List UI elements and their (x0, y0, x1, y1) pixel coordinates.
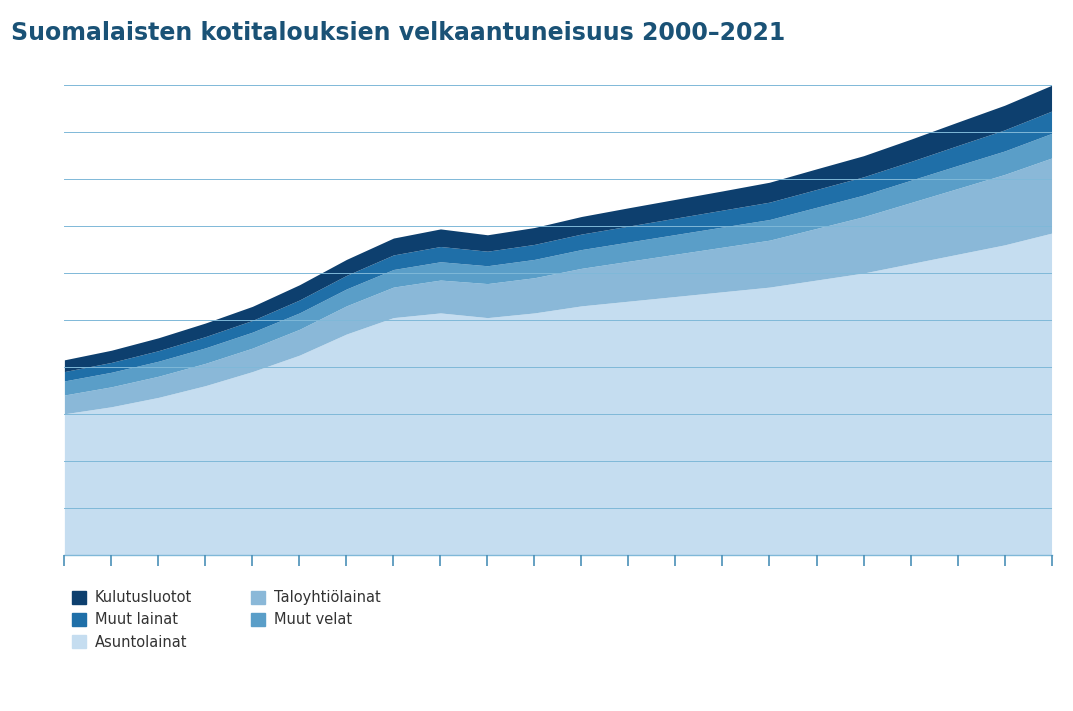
Text: Suomalaisten kotitalouksien velkaantuneisuus 2000–2021: Suomalaisten kotitalouksien velkaantunei… (11, 21, 785, 46)
Legend: Kulutusluotot, Muut lainat, Asuntolainat, Taloyhtiölainat, Muut velat: Kulutusluotot, Muut lainat, Asuntolainat… (72, 590, 381, 650)
